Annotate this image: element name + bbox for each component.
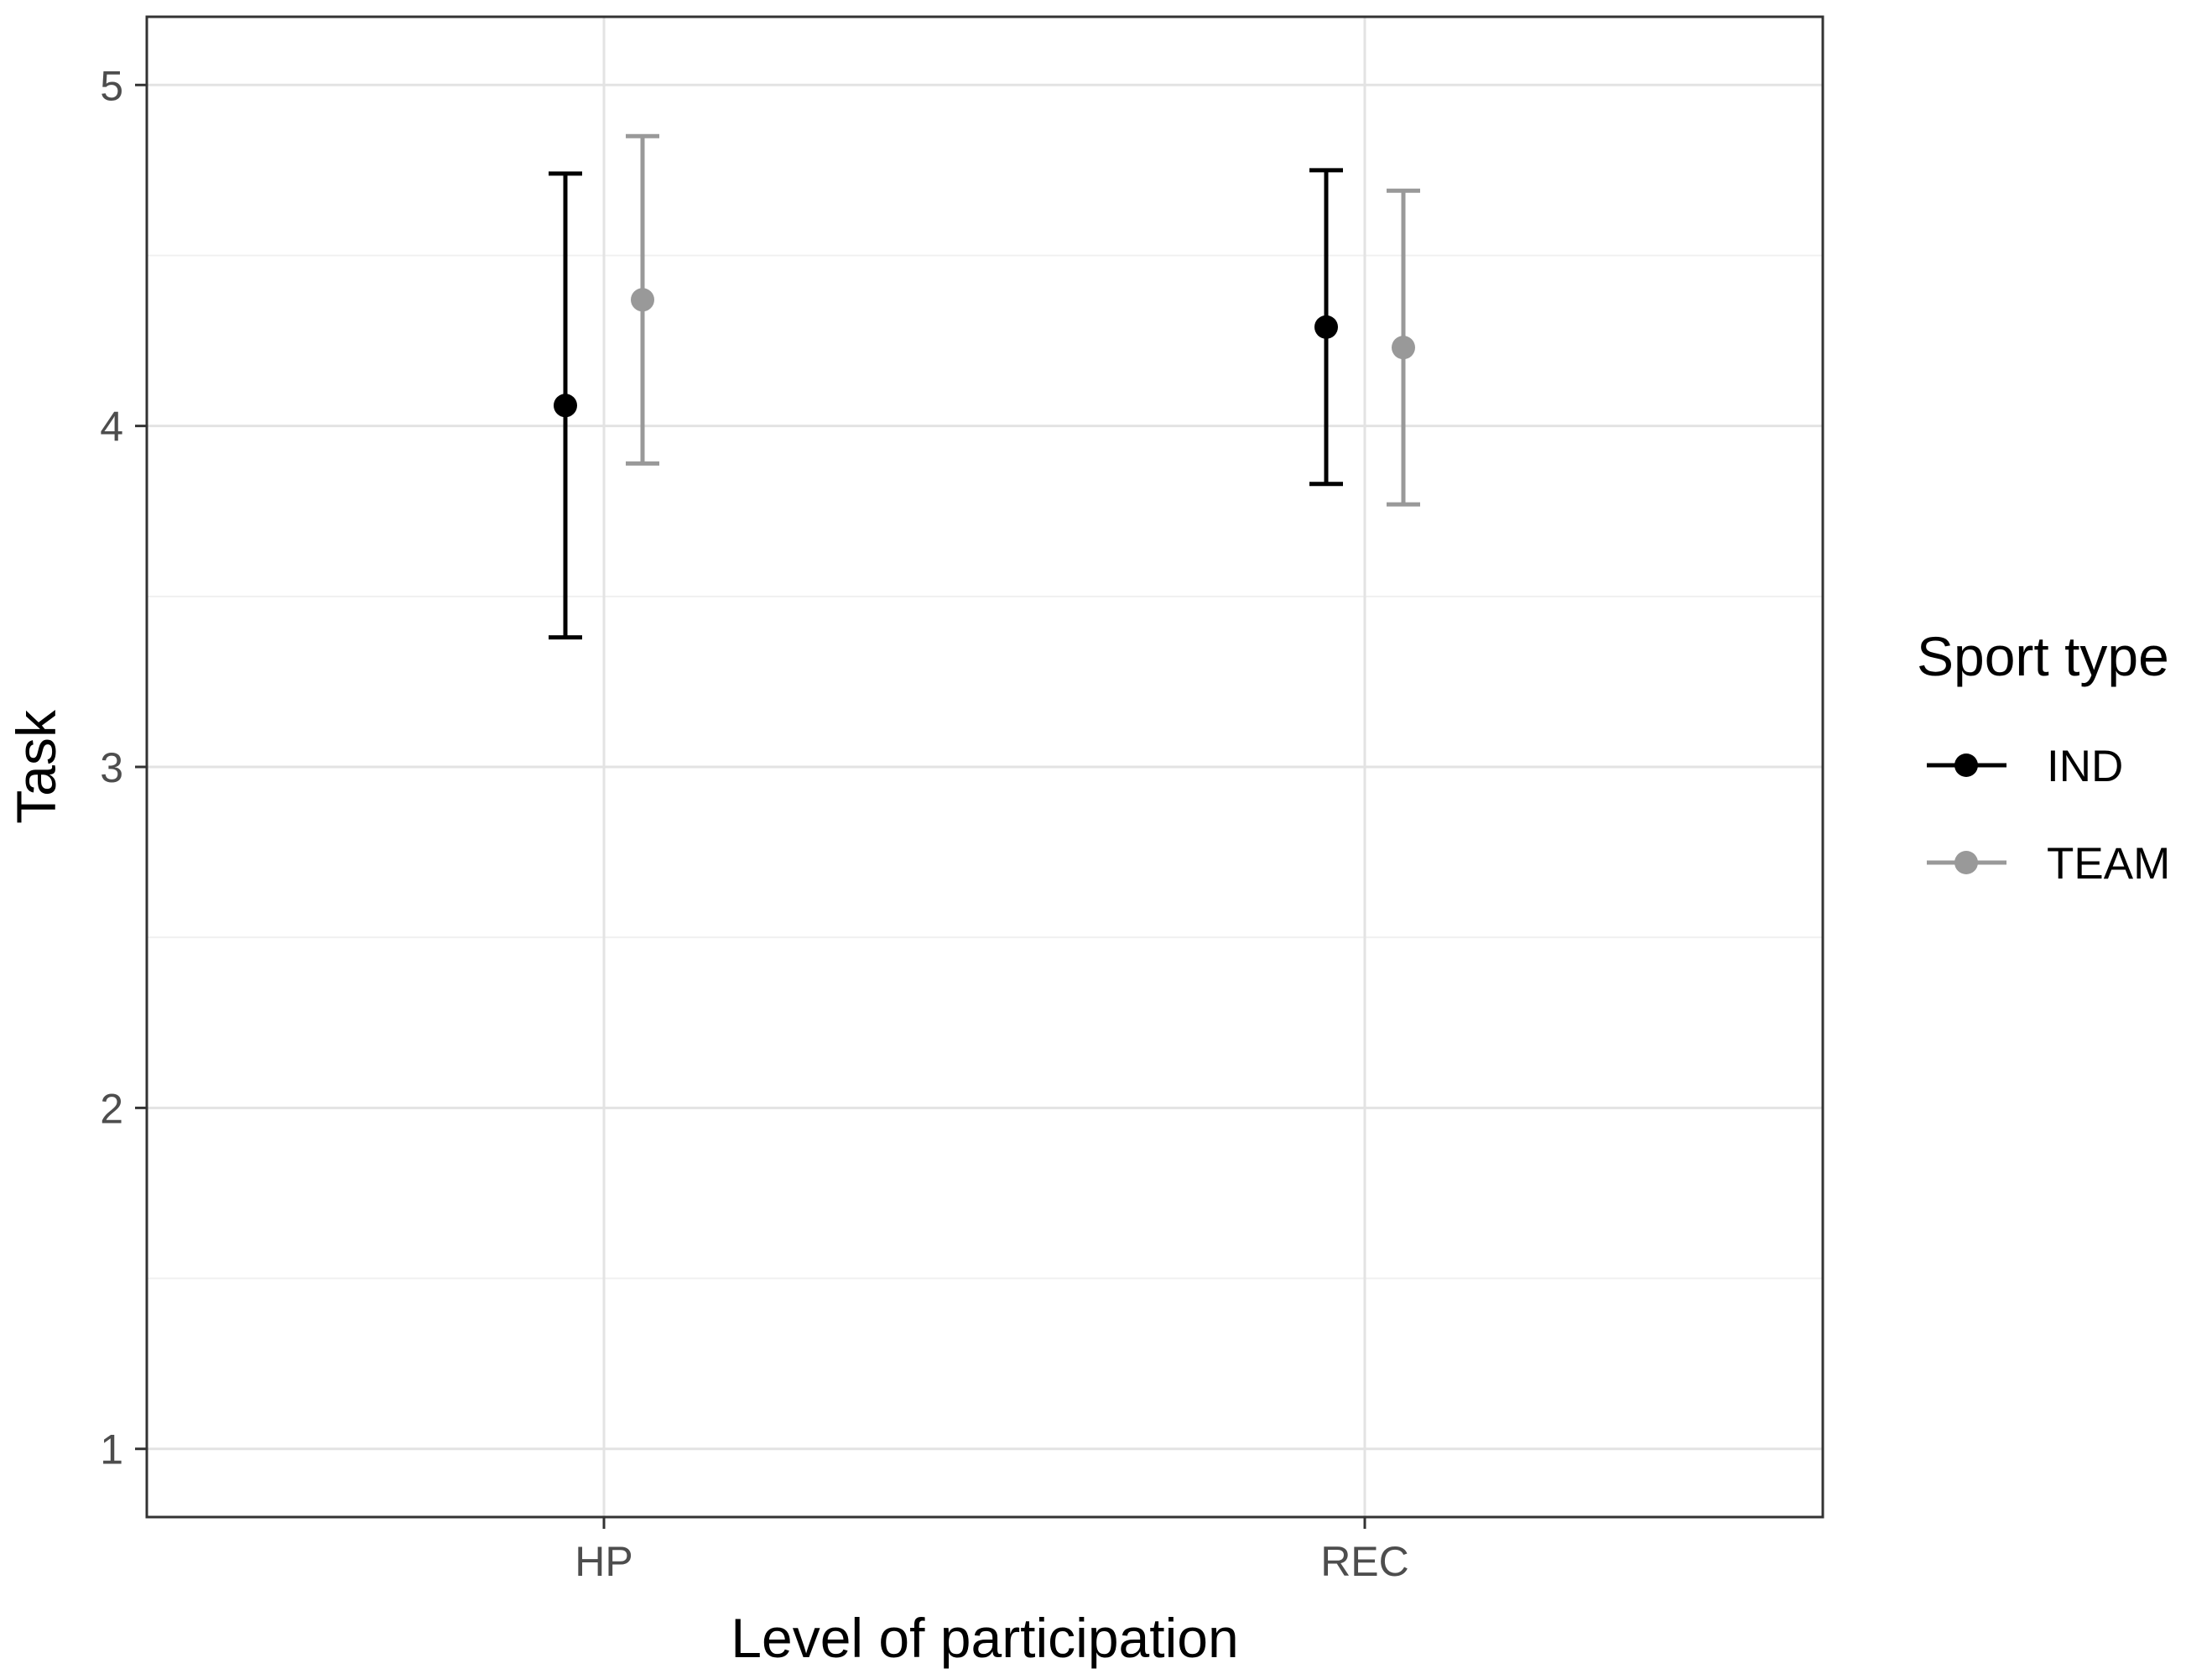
x-axis-ticks: HP REC [575,1517,1409,1585]
y-tick-label: 5 [100,62,123,109]
legend-key-point [1954,753,1978,777]
legend-key-point [1954,851,1978,874]
x-tick-label: REC [1320,1538,1409,1585]
legend-label: IND [2047,742,2123,791]
point-team [1392,336,1415,360]
grid-lines [147,17,1823,1517]
legend-items: IND TEAM [1927,742,2170,889]
point-team [631,288,654,312]
point-ind [1314,315,1338,339]
x-tick-label: HP [575,1538,632,1585]
legend: Sport type IND TEAM [1917,625,2170,889]
y-axis-title: Task [5,709,67,824]
legend-title: Sport type [1917,625,2169,687]
data-marks [549,133,1420,640]
y-tick-label: 4 [100,404,123,451]
legend-label: TEAM [2047,839,2170,889]
x-axis-title: Level of participation [731,1607,1238,1669]
y-tick-label: 1 [100,1426,123,1473]
y-tick-label: 3 [100,744,123,791]
panel-border [145,15,1824,1519]
y-tick-label: 2 [100,1085,123,1132]
y-axis-ticks: 1 2 3 4 5 [100,62,147,1473]
point-ind [554,394,577,418]
